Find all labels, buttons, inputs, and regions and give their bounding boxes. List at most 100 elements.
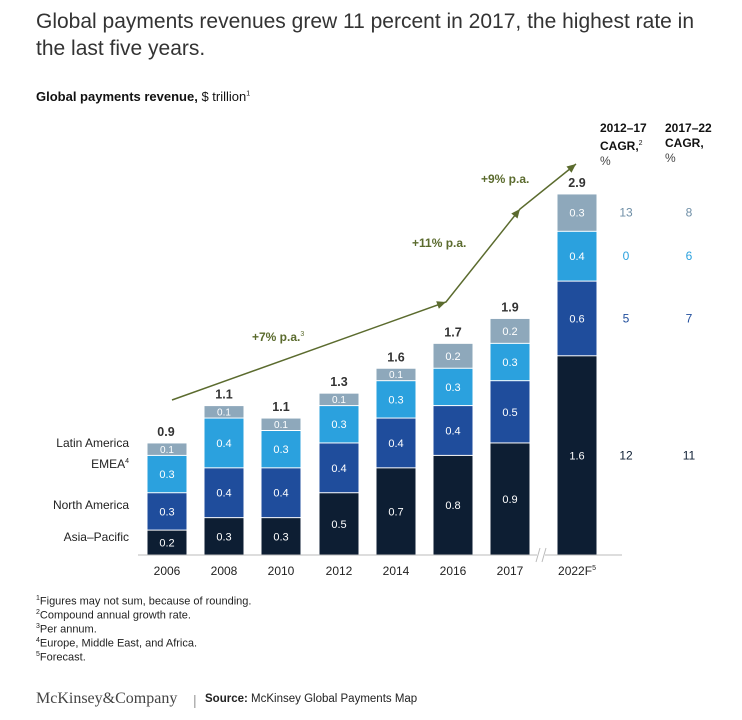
bar-north-america-2014 bbox=[376, 418, 416, 468]
value-label-north-america-2016: 0.4 bbox=[445, 425, 460, 437]
axis-break-mark-left bbox=[535, 547, 541, 563]
bar-emea-2022f bbox=[557, 231, 597, 281]
value-label-latin-america-2022f: 0.3 bbox=[569, 208, 584, 220]
cagr-2017-22-north-america: 7 bbox=[686, 311, 693, 325]
source-text: McKinsey Global Payments Map bbox=[247, 693, 418, 705]
value-label-north-america-2017: 0.5 bbox=[502, 407, 517, 419]
growth-label-1: +7% p.a.3 bbox=[252, 330, 304, 344]
footnote-3-text: Per annum. bbox=[39, 623, 97, 636]
value-label-asia-pacific-2016: 0.8 bbox=[445, 500, 460, 512]
cagr-2017-22-asia-pacific: 11 bbox=[683, 448, 696, 462]
cagr-2012-17-header: 2012–17 CAGR,2 % bbox=[600, 121, 647, 169]
source-note: Source: McKinsey Global Payments Map bbox=[205, 693, 417, 705]
value-label-asia-pacific-2012: 0.5 bbox=[331, 519, 346, 531]
cagr-2017-22-header: 2017–22 CAGR, % bbox=[665, 121, 712, 166]
value-label-latin-america-2010: 0.1 bbox=[274, 420, 288, 431]
growth-label-sup-1: 3 bbox=[300, 331, 304, 338]
bar-north-america-2012 bbox=[319, 443, 359, 493]
bar-emea-2012 bbox=[319, 406, 359, 443]
subtitle-bold: Global payments revenue, bbox=[36, 89, 198, 104]
growth-label-2: +11% p.a. bbox=[412, 236, 466, 250]
cagr-2012-17-sup: 2 bbox=[638, 140, 643, 147]
value-label-north-america-2006: 0.3 bbox=[159, 506, 174, 518]
value-label-latin-america-2006: 0.1 bbox=[160, 445, 174, 456]
footnote-2-sup: 2 bbox=[36, 609, 40, 616]
category-label-2022f: 2022F5 bbox=[558, 564, 596, 578]
bar-latin-america-2010 bbox=[261, 418, 301, 430]
value-label-latin-america-2016: 0.2 bbox=[445, 351, 460, 363]
bar-asia-pacific-2016 bbox=[433, 455, 473, 555]
bar-latin-america-2006 bbox=[147, 443, 187, 455]
bar-north-america-2017 bbox=[490, 381, 530, 443]
value-label-asia-pacific-2008: 0.3 bbox=[216, 531, 231, 543]
category-label-2008: 2008 bbox=[211, 564, 238, 578]
footnote-5: 5Forecast. bbox=[36, 648, 86, 665]
total-label-2006: 0.9 bbox=[157, 425, 174, 439]
bar-asia-pacific-2012 bbox=[319, 493, 359, 555]
footnote-5-text: Forecast. bbox=[39, 651, 86, 664]
total-label-2022f: 2.9 bbox=[568, 176, 585, 190]
value-label-latin-america-2017: 0.2 bbox=[502, 326, 517, 338]
bar-north-america-2010 bbox=[261, 468, 301, 518]
bar-north-america-2008 bbox=[204, 468, 244, 518]
footer-separator: | bbox=[193, 692, 197, 708]
bar-latin-america-2008 bbox=[204, 406, 244, 418]
value-label-emea-2008: 0.4 bbox=[216, 438, 231, 450]
growth-arrowhead-2 bbox=[511, 209, 520, 219]
bar-emea-2010 bbox=[261, 431, 301, 468]
cagr-2012-17-asia-pacific: 12 bbox=[619, 448, 633, 462]
footnote-1-text: Figures may not sum, because of rounding… bbox=[39, 595, 252, 608]
bar-asia-pacific-2017 bbox=[490, 443, 530, 555]
value-label-north-america-2008: 0.4 bbox=[216, 488, 231, 500]
bar-latin-america-2022f bbox=[557, 194, 597, 231]
value-label-emea-2006: 0.3 bbox=[159, 469, 174, 481]
total-label-2016: 1.7 bbox=[444, 325, 461, 339]
bar-emea-2006 bbox=[147, 455, 187, 493]
value-label-emea-2014: 0.3 bbox=[388, 394, 403, 406]
bar-north-america-2022f bbox=[557, 281, 597, 356]
footnote-2-text: Compound annual growth rate. bbox=[39, 609, 191, 622]
legend-label-north-america: North America bbox=[53, 498, 129, 512]
footnote-1-sup: 1 bbox=[36, 595, 40, 602]
value-label-north-america-2014: 0.4 bbox=[388, 438, 403, 450]
bar-emea-2008 bbox=[204, 418, 244, 468]
bar-emea-2016 bbox=[433, 368, 473, 406]
growth-arrow-line bbox=[171, 163, 577, 401]
bar-latin-america-2012 bbox=[319, 393, 359, 406]
cagr-2012-17-latin-america: 13 bbox=[619, 206, 633, 220]
total-label-2017: 1.9 bbox=[501, 300, 518, 314]
mckinsey-logo: McKinsey&Company bbox=[36, 690, 178, 707]
chart-headline: Global payments revenues grew 11 percent… bbox=[36, 10, 695, 60]
cagr-2012-17-emea: 0 bbox=[623, 249, 630, 263]
footnote-2: 2Compound annual growth rate. bbox=[36, 606, 191, 623]
value-label-emea-2010: 0.3 bbox=[273, 444, 288, 456]
legend-sup-emea: 4 bbox=[125, 458, 129, 465]
value-label-latin-america-2008: 0.1 bbox=[217, 407, 231, 418]
cagr-2012-17-label-text: CAGR, bbox=[600, 139, 639, 153]
value-label-asia-pacific-2006: 0.2 bbox=[159, 538, 174, 550]
axis-break-mark-right bbox=[541, 547, 547, 563]
cagr-2012-17-north-america: 5 bbox=[623, 311, 630, 325]
footnote-1: 1Figures may not sum, because of roundin… bbox=[36, 592, 251, 609]
value-label-latin-america-2012: 0.1 bbox=[332, 395, 346, 406]
bar-emea-2017 bbox=[490, 343, 530, 381]
total-label-2010: 1.1 bbox=[272, 400, 289, 414]
bar-latin-america-2016 bbox=[433, 343, 473, 368]
cagr-2017-22-unit: % bbox=[665, 151, 676, 165]
subtitle-unit: $ trillion bbox=[197, 89, 247, 104]
source-label: Source: bbox=[205, 693, 248, 705]
value-label-emea-2016: 0.3 bbox=[445, 382, 460, 394]
bar-asia-pacific-2022f bbox=[557, 356, 597, 555]
bar-asia-pacific-2014 bbox=[376, 468, 416, 555]
growth-label-3: +9% p.a. bbox=[481, 172, 529, 186]
cagr-2017-22-latin-america: 8 bbox=[686, 206, 693, 220]
footnote-4-text: Europe, Middle East, and Africa. bbox=[39, 637, 198, 650]
value-label-north-america-2022f: 0.6 bbox=[569, 313, 584, 325]
legend-label-latin-america: Latin America bbox=[56, 436, 129, 450]
bar-asia-pacific-2010 bbox=[261, 518, 301, 555]
category-label-2010: 2010 bbox=[268, 564, 295, 578]
value-label-asia-pacific-2022f: 1.6 bbox=[569, 450, 584, 462]
bar-north-america-2016 bbox=[433, 406, 473, 455]
category-label-2016: 2016 bbox=[440, 564, 467, 578]
bar-asia-pacific-2006 bbox=[147, 530, 187, 555]
